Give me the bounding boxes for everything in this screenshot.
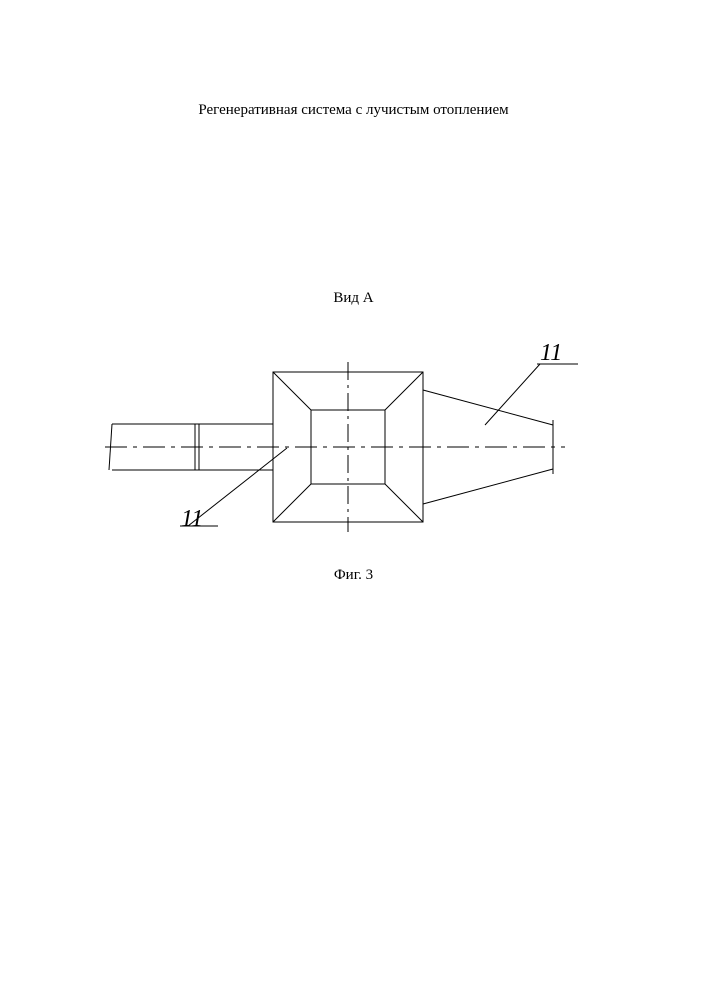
- figure-label: Фиг. 3: [0, 567, 707, 584]
- page-title: Регенеративная система с лучистым отопле…: [0, 102, 707, 119]
- technical-diagram: [105, 330, 605, 560]
- view-label: Вид А: [0, 290, 707, 307]
